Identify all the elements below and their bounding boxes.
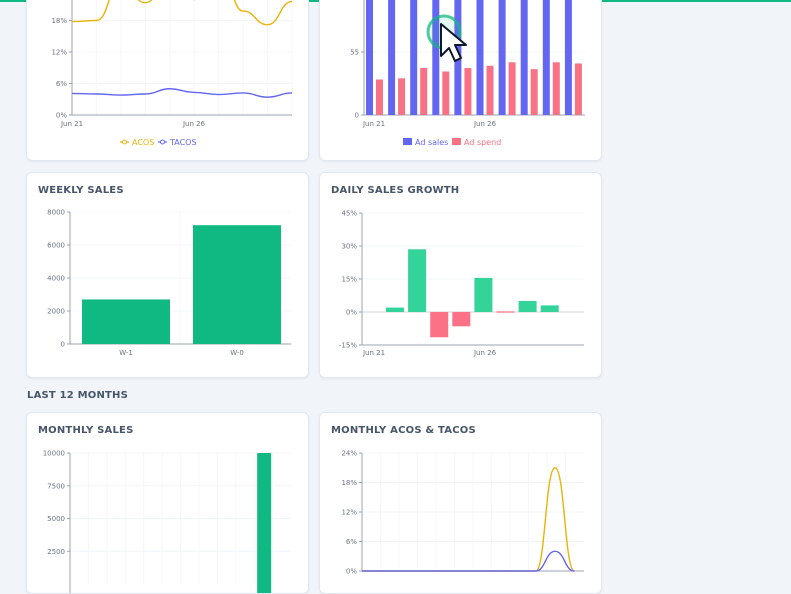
monthly-sales-card: MONTHLY SALES 2500 5000 7500 10000: [26, 412, 309, 594]
y-tick-label: 0%: [56, 112, 67, 120]
weekly-sales-card: WEEKLY SALES 0 2000 4000 6000 8000 W-1 W-0: [26, 172, 309, 378]
y-tick-label: -15%: [339, 342, 357, 350]
y-tick-label: 12%: [341, 509, 357, 517]
growth-bar: [474, 277, 493, 312]
ad-spend-bar: [442, 71, 450, 115]
acos-line: [71, 0, 293, 26]
ad-spend-bar: [552, 62, 560, 115]
x-tick-label: Jun 26: [473, 349, 497, 357]
x-tick-label: W-1: [119, 349, 133, 357]
daily-growth-title: DAILY SALES GROWTH: [331, 185, 460, 196]
y-tick-label: 55: [350, 49, 359, 57]
legend-ad-sales-label: Ad sales: [415, 138, 448, 147]
weekly-sales-chart: 0 2000 4000 6000 8000 W-1 W-0: [47, 209, 291, 357]
y-tick-label: 18%: [51, 17, 67, 25]
growth-bar: [452, 312, 471, 327]
growth-bar: [408, 249, 427, 312]
y-tick-label: 7500: [47, 482, 65, 490]
ad-sales-bar: [410, 0, 418, 116]
legend-acos-marker: [122, 139, 127, 145]
ad-spend-bar: [376, 79, 383, 115]
x-tick-label: Jun 21: [60, 120, 83, 128]
growth-bar: [430, 312, 449, 338]
monthly-acos-tacos-title: MONTHLY ACOS & TACOS: [331, 425, 476, 436]
growth-bar: [386, 307, 404, 312]
ad-spend-bar: [486, 65, 494, 115]
y-tick-label: 6%: [56, 80, 67, 88]
monthly-sales-bar: [257, 453, 272, 593]
y-tick-label: 24%: [341, 450, 357, 458]
monthly-acos-tacos-chart: 0%6%12%18%24%: [341, 450, 584, 576]
legend-ad-spend-swatch: [452, 138, 461, 145]
daily-growth-chart: -15% 0% 15% 30% 45% Jun 21 Jun 26: [339, 210, 584, 357]
weekly-sales-title: WEEKLY SALES: [38, 185, 124, 196]
mouse-cursor-icon: [426, 14, 467, 62]
ad-spend-bar: [530, 69, 538, 115]
ad-sales-bar: [366, 0, 373, 116]
acos-tacos-chart: 0% 6% 12% 18% Jun 21 Jun 26 ACOS TACOS: [51, 0, 293, 147]
ad-spend-bar: [398, 78, 406, 115]
x-tick-label: Jun 21: [362, 120, 385, 128]
y-tick-label: 15%: [341, 276, 357, 284]
y-tick-label: 30%: [341, 243, 357, 251]
y-tick-label: 10000: [43, 450, 65, 458]
ad-spend-bar: [420, 68, 428, 115]
monthly-acos-line: [361, 467, 576, 572]
legend-ad-spend-label: Ad spend: [464, 138, 501, 147]
y-tick-label: 0: [355, 112, 359, 120]
ad-sales-bar: [388, 0, 396, 116]
y-tick-label: 12%: [51, 49, 67, 57]
ad-sales-bar: [432, 0, 440, 116]
weekly-sales-bar: [82, 299, 170, 344]
x-tick-label: Jun 21: [362, 349, 385, 357]
legend-acos-label: ACOS: [132, 138, 154, 147]
daily-growth-card: DAILY SALES GROWTH -15% 0% 15% 30% 45% Jun 21…: [319, 172, 602, 378]
growth-bar: [518, 301, 537, 312]
legend-tacos-marker: [160, 139, 165, 145]
weekly-sales-bar: [193, 225, 281, 344]
y-tick-label: 5000: [47, 515, 65, 523]
y-tick-label: 2500: [47, 548, 65, 556]
monthly-sales-title: MONTHLY SALES: [38, 425, 134, 436]
y-tick-label: 8000: [47, 209, 65, 217]
ad-spend-bar: [574, 63, 582, 115]
ad-spend-bar: [508, 62, 516, 115]
y-tick-label: 0: [61, 341, 65, 349]
y-tick-label: 6%: [346, 538, 357, 546]
y-tick-label: 0%: [346, 309, 357, 317]
legend-tacos-label: TACOS: [169, 138, 197, 147]
ad-sales-bar: [498, 0, 506, 115]
ad-sales-bar: [564, 0, 572, 115]
x-tick-label: Jun 26: [473, 120, 497, 128]
monthly-sales-chart: 2500 5000 7500 10000: [43, 450, 291, 593]
ad-sales-bar: [476, 0, 484, 115]
tacos-line: [71, 88, 293, 98]
growth-bar: [540, 305, 559, 312]
y-tick-label: 2000: [47, 308, 65, 316]
legend-ad-sales-swatch: [403, 138, 412, 145]
y-tick-label: 4000: [47, 275, 65, 283]
y-tick-label: 6000: [47, 242, 65, 250]
acos-tacos-card: 0% 6% 12% 18% Jun 21 Jun 26 ACOS TACOS: [26, 0, 309, 161]
monthly-acos-tacos-card: MONTHLY ACOS & TACOS 0% 6% 12% 18% 24%: [319, 412, 602, 594]
ad-sales-bar: [542, 0, 550, 115]
ad-spend-bar: [464, 68, 472, 115]
monthly-tacos-line: [361, 550, 575, 572]
x-tick-label: Jun 26: [182, 120, 206, 128]
last-12-months-heading: LAST 12 MONTHS: [27, 390, 129, 401]
y-tick-label: 18%: [341, 479, 357, 487]
y-tick-label: 45%: [341, 210, 357, 218]
x-tick-label: W-0: [230, 349, 244, 357]
ad-sales-bar: [520, 0, 528, 115]
